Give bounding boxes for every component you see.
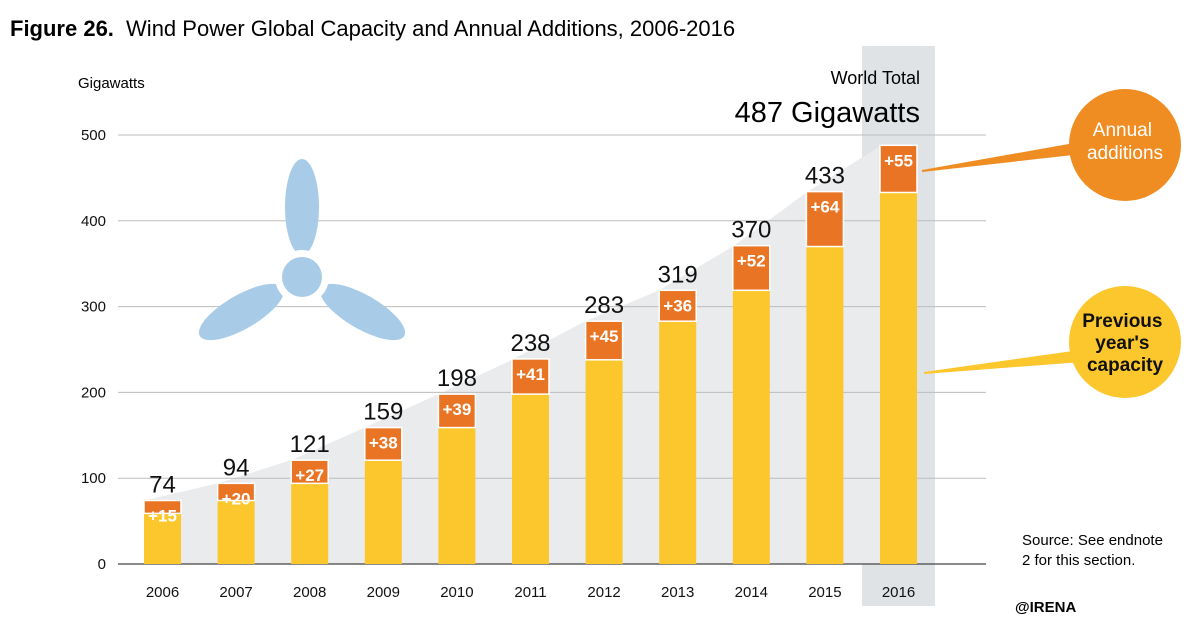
bar-previous-capacity — [880, 192, 917, 564]
bar-annual-addition — [437, 393, 477, 429]
total-label: 319 — [658, 261, 698, 288]
y-tick-label: 400 — [81, 213, 106, 230]
bar-previous-capacity — [364, 460, 402, 564]
bar-annual-addition — [216, 482, 256, 502]
total-label: 370 — [731, 217, 771, 244]
bar-annual-addition — [658, 289, 697, 322]
total-label: 121 — [290, 431, 330, 458]
total-label: 238 — [510, 330, 550, 357]
world-total-label: World Total — [831, 68, 920, 88]
bar-previous-capacity — [144, 513, 181, 564]
addition-label: +55 — [884, 151, 913, 170]
bar-annual-addition — [732, 244, 771, 292]
total-label: 94 — [223, 454, 250, 481]
data-labels: +15 74 +20 94 +27 121 +38 159 +39 198 +41 238 +45 283… — [148, 151, 913, 525]
y-axis-ticks: 0 100 200 300 400 500 — [81, 127, 106, 573]
turbine-blade-icon — [285, 159, 319, 255]
turbine-blade-icon — [198, 283, 284, 341]
annual-additions-callout-text: Annual additions — [1087, 120, 1163, 164]
world-total-value: 487 Gigawatts — [735, 97, 920, 129]
y-tick-label: 200 — [81, 384, 106, 401]
bars — [143, 144, 918, 565]
annual-additions-callout — [1069, 89, 1181, 201]
bar-annual-addition — [364, 426, 403, 461]
total-label: 74 — [149, 472, 176, 499]
bar-previous-capacity — [291, 483, 329, 564]
title-text: Wind Power Global Capacity and Annual Ad… — [126, 16, 735, 41]
bar-annual-addition — [143, 499, 182, 515]
bar-previous-capacity — [585, 359, 623, 564]
turbine-blade-icon — [320, 283, 406, 341]
x-tick-label: 2015 — [808, 584, 841, 601]
x-tick-label: 2007 — [219, 584, 252, 601]
bar-annual-addition — [511, 358, 550, 395]
total-label: 433 — [805, 163, 845, 190]
bar-previous-capacity — [438, 427, 476, 564]
x-tick-label: 2014 — [735, 584, 768, 601]
x-tick-label: 2009 — [367, 584, 400, 601]
bar-previous-capacity — [732, 290, 770, 564]
total-label: 159 — [363, 399, 403, 426]
addition-label: +15 — [148, 507, 177, 526]
addition-label: +39 — [442, 400, 471, 419]
credit-label: @IRENA — [1015, 599, 1076, 616]
y-axis-label: Gigawatts — [78, 75, 145, 92]
bar-annual-addition — [290, 459, 329, 485]
bar-annual-addition — [879, 144, 918, 194]
x-tick-label: 2013 — [661, 584, 694, 601]
previous-capacity-pointer — [924, 350, 1082, 374]
y-tick-label: 500 — [81, 127, 106, 144]
bar-annual-addition — [584, 320, 624, 361]
addition-label: +52 — [737, 252, 766, 271]
y-tick-label: 0 — [98, 556, 106, 573]
annual-additions-pointer — [922, 142, 1082, 172]
total-label: 198 — [437, 365, 477, 392]
source-note: Source: See endnote 2 for this section. — [1022, 532, 1167, 569]
bar-previous-capacity — [659, 321, 697, 564]
x-tick-label: 2016 — [882, 584, 915, 601]
x-axis-ticks: 2006 2007 2008 2009 2010 2011 2012 2013 2014 2015… — [146, 584, 915, 601]
total-label: 283 — [584, 292, 624, 319]
capacity-area — [144, 146, 917, 565]
x-tick-label: 2008 — [293, 584, 326, 601]
bar-previous-capacity — [217, 500, 255, 564]
bar-previous-capacity — [806, 246, 844, 565]
chart-title: Figure 26. Wind Power Global Capacity an… — [10, 16, 735, 41]
figure-number: Figure 26. — [10, 16, 114, 41]
x-tick-label: 2006 — [146, 584, 179, 601]
addition-label: +27 — [295, 466, 324, 485]
addition-label: +41 — [516, 365, 545, 384]
addition-label: +64 — [810, 198, 839, 217]
x-tick-label: 2011 — [514, 584, 546, 601]
y-tick-label: 300 — [81, 299, 106, 316]
bar-annual-addition — [805, 190, 845, 248]
addition-label: +38 — [369, 434, 398, 453]
x-tick-label: 2012 — [587, 584, 620, 601]
turbine-hub-icon — [282, 257, 322, 297]
addition-label: +45 — [590, 327, 619, 346]
addition-label: +36 — [663, 296, 692, 315]
bar-previous-capacity — [512, 394, 549, 564]
previous-capacity-callout-text: Previous year's capacity — [1082, 311, 1168, 376]
y-tick-label: 100 — [81, 470, 106, 487]
x-tick-label: 2010 — [440, 584, 473, 601]
wind-turbine-icon — [198, 159, 406, 341]
addition-label: +20 — [222, 489, 251, 508]
previous-capacity-callout — [1069, 286, 1181, 398]
